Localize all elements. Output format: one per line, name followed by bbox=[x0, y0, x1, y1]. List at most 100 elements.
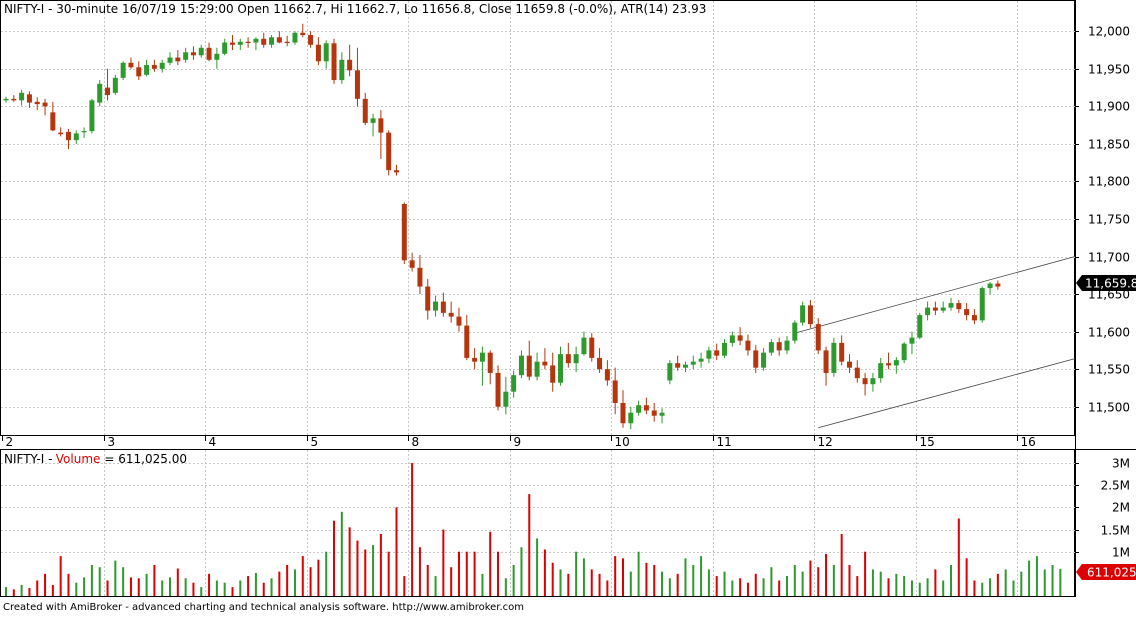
candle-body bbox=[112, 77, 118, 93]
volume-bar bbox=[215, 580, 218, 596]
candlestick-series bbox=[3, 23, 1001, 430]
volume-bar bbox=[676, 573, 679, 596]
volume-bar bbox=[512, 564, 515, 596]
candle-body bbox=[932, 307, 938, 311]
volume-bar bbox=[551, 562, 554, 596]
volume-bar bbox=[621, 558, 624, 596]
candle-body bbox=[456, 316, 462, 326]
volume-tick-label: 1.5M bbox=[1101, 524, 1130, 538]
candle-body bbox=[518, 355, 524, 376]
volume-bar bbox=[1004, 569, 1007, 596]
volume-bar bbox=[387, 551, 390, 596]
volume-bar bbox=[442, 529, 445, 596]
candle-body bbox=[167, 57, 173, 63]
day-label: 11 bbox=[717, 435, 732, 449]
volume-bar bbox=[910, 580, 913, 596]
candle-body bbox=[284, 41, 290, 43]
candle-body bbox=[870, 378, 876, 385]
candle-body bbox=[589, 337, 595, 358]
volume-bar bbox=[903, 576, 906, 596]
candle-body bbox=[792, 322, 798, 341]
volume-bar bbox=[1012, 580, 1015, 596]
candle-body bbox=[706, 350, 712, 359]
volume-bar bbox=[793, 564, 796, 596]
volume-bar bbox=[20, 584, 23, 596]
volume-bar bbox=[567, 573, 570, 596]
volume-bar bbox=[98, 567, 101, 596]
candle-body bbox=[58, 132, 64, 135]
volume-bar bbox=[950, 564, 953, 596]
candle-body bbox=[776, 342, 782, 351]
volume-bar bbox=[239, 580, 242, 596]
candle-body bbox=[526, 355, 532, 377]
candle-body bbox=[89, 100, 95, 132]
footer-credit: Created with AmiBroker - advanced charti… bbox=[3, 602, 524, 613]
volume-bar bbox=[317, 559, 320, 596]
volume-bar bbox=[661, 571, 664, 596]
volume-bar bbox=[887, 578, 890, 596]
volume-bar bbox=[403, 576, 406, 596]
volume-bar bbox=[395, 507, 398, 596]
candle-body bbox=[714, 350, 720, 356]
volume-bar bbox=[457, 551, 460, 596]
volume-bar bbox=[489, 531, 492, 596]
volume-bar bbox=[1020, 571, 1023, 596]
volume-bar bbox=[372, 545, 375, 596]
candle-body bbox=[206, 47, 212, 60]
price-panel-frame bbox=[0, 0, 1075, 436]
candle-body bbox=[503, 391, 509, 407]
candle-body bbox=[73, 133, 79, 141]
volume-bar bbox=[145, 573, 148, 596]
candle-body bbox=[339, 59, 345, 81]
day-label: 9 bbox=[514, 435, 522, 449]
candle-body bbox=[667, 363, 673, 381]
candle-body bbox=[464, 325, 470, 358]
volume-bar bbox=[942, 580, 945, 596]
volume-bar bbox=[1035, 556, 1038, 596]
volume-bar bbox=[926, 578, 929, 596]
volume-bar bbox=[223, 582, 226, 596]
volume-bar bbox=[754, 573, 757, 596]
candle-body bbox=[448, 312, 454, 317]
volume-bar bbox=[598, 573, 601, 596]
volume-bar bbox=[1028, 560, 1031, 596]
volume-bar bbox=[582, 558, 585, 596]
candle-body bbox=[495, 372, 501, 407]
volume-bar bbox=[536, 538, 539, 596]
candle-body bbox=[886, 363, 892, 366]
volume-bar bbox=[684, 558, 687, 596]
candle-body bbox=[534, 361, 540, 377]
last-price-badge-text: 11,659.8 bbox=[1085, 277, 1136, 291]
volume-bar bbox=[325, 551, 328, 596]
volume-bar bbox=[364, 549, 367, 596]
candle-body bbox=[854, 367, 860, 379]
volume-bar bbox=[426, 564, 429, 596]
candle-body bbox=[893, 360, 899, 366]
candle-body bbox=[479, 352, 485, 362]
candle-body bbox=[643, 405, 649, 411]
price-tick-label: 11,500 bbox=[1088, 401, 1130, 415]
volume-bar bbox=[262, 582, 265, 596]
volume-bar bbox=[801, 571, 804, 596]
candle-body bbox=[401, 203, 407, 261]
candle-body bbox=[26, 94, 32, 103]
candle-body bbox=[120, 62, 126, 78]
volume-bar bbox=[450, 567, 453, 596]
candle-body bbox=[136, 67, 142, 77]
volume-header-value: = 611,025.00 bbox=[104, 452, 187, 466]
day-label: 15 bbox=[920, 435, 935, 449]
volume-bar bbox=[996, 573, 999, 596]
volume-bar bbox=[832, 564, 835, 596]
candle-body bbox=[144, 65, 150, 75]
volume-bar bbox=[590, 569, 593, 596]
candle-body bbox=[682, 364, 688, 368]
volume-header-label: Volume bbox=[56, 452, 101, 466]
candle-body bbox=[901, 343, 907, 361]
candle-body bbox=[19, 92, 25, 101]
last-volume-badge bbox=[1076, 564, 1136, 580]
volume-bar bbox=[965, 558, 968, 596]
volume-bar bbox=[895, 573, 898, 596]
candle-body bbox=[261, 38, 267, 45]
candle-body bbox=[354, 70, 360, 99]
candle-body bbox=[269, 37, 275, 45]
